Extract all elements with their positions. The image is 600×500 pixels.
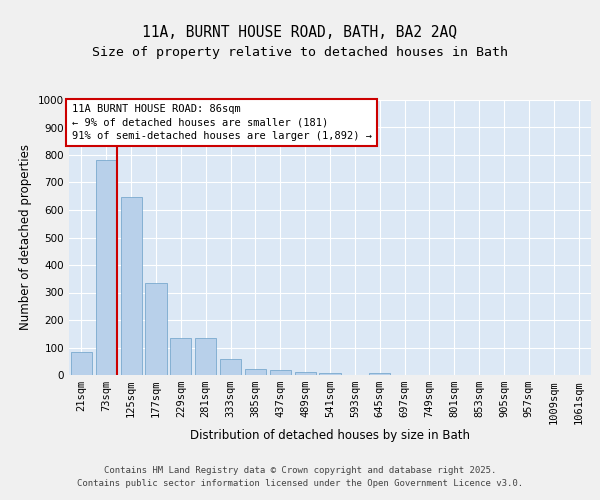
Bar <box>245 369 266 375</box>
Bar <box>170 338 191 375</box>
Bar <box>71 352 92 375</box>
Text: 11A, BURNT HOUSE ROAD, BATH, BA2 2AQ: 11A, BURNT HOUSE ROAD, BATH, BA2 2AQ <box>143 25 458 40</box>
Bar <box>270 370 291 375</box>
Bar <box>295 372 316 375</box>
Y-axis label: Number of detached properties: Number of detached properties <box>19 144 32 330</box>
Bar <box>121 197 142 375</box>
Bar <box>96 160 117 375</box>
X-axis label: Distribution of detached houses by size in Bath: Distribution of detached houses by size … <box>190 429 470 442</box>
Bar <box>319 373 341 375</box>
Text: 11A BURNT HOUSE ROAD: 86sqm
← 9% of detached houses are smaller (181)
91% of sem: 11A BURNT HOUSE ROAD: 86sqm ← 9% of deta… <box>71 104 371 141</box>
Bar <box>195 338 216 375</box>
Text: Contains HM Land Registry data © Crown copyright and database right 2025.
Contai: Contains HM Land Registry data © Crown c… <box>77 466 523 487</box>
Bar <box>220 358 241 375</box>
Text: Size of property relative to detached houses in Bath: Size of property relative to detached ho… <box>92 46 508 59</box>
Bar <box>369 373 390 375</box>
Bar <box>145 283 167 375</box>
